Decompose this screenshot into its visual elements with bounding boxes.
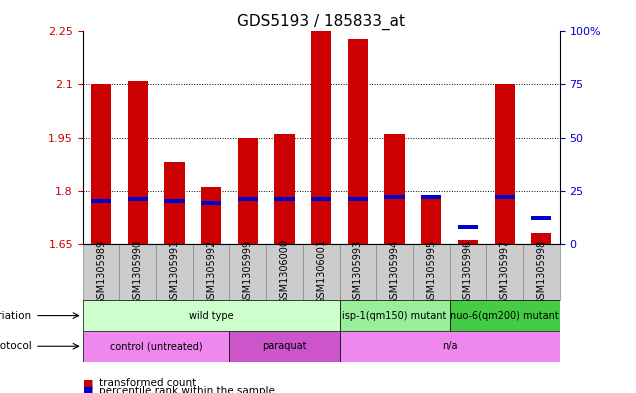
Bar xyxy=(377,244,413,300)
Bar xyxy=(340,331,560,362)
Text: GSM1305994: GSM1305994 xyxy=(390,239,399,305)
Bar xyxy=(83,331,230,362)
Bar xyxy=(164,199,184,203)
Bar xyxy=(340,244,377,300)
Bar xyxy=(495,195,515,199)
Bar xyxy=(531,216,551,220)
Text: protocol: protocol xyxy=(0,341,31,351)
Text: wild type: wild type xyxy=(189,310,233,321)
Text: GSM1305989: GSM1305989 xyxy=(96,239,106,305)
Text: control (untreated): control (untreated) xyxy=(110,341,202,351)
Text: isp-1(qm150) mutant: isp-1(qm150) mutant xyxy=(342,310,446,321)
Bar xyxy=(413,244,450,300)
Text: GSM1306000: GSM1306000 xyxy=(279,239,289,305)
Bar xyxy=(238,138,258,244)
Bar xyxy=(201,187,221,244)
Bar xyxy=(201,202,221,205)
Bar xyxy=(164,162,184,244)
Bar xyxy=(531,233,551,244)
Bar xyxy=(450,300,560,331)
Text: GSM1306001: GSM1306001 xyxy=(316,239,326,305)
Bar xyxy=(450,244,487,300)
Text: GSM1305995: GSM1305995 xyxy=(426,239,436,305)
Bar xyxy=(458,225,478,229)
Bar xyxy=(340,300,450,331)
Text: n/a: n/a xyxy=(442,341,457,351)
Bar xyxy=(385,134,404,244)
Text: GSM1305996: GSM1305996 xyxy=(463,239,473,305)
Bar xyxy=(83,300,340,331)
Bar xyxy=(495,84,515,244)
Bar xyxy=(193,244,230,300)
Text: paraquat: paraquat xyxy=(262,341,307,351)
Text: GSM1305991: GSM1305991 xyxy=(169,239,179,305)
Bar xyxy=(230,244,266,300)
Bar xyxy=(487,244,523,300)
Bar xyxy=(120,244,156,300)
Bar xyxy=(421,195,441,199)
Title: GDS5193 / 185833_at: GDS5193 / 185833_at xyxy=(237,14,405,30)
Bar xyxy=(266,244,303,300)
Text: genotype/variation: genotype/variation xyxy=(0,310,31,321)
Bar xyxy=(128,81,148,244)
Text: ■: ■ xyxy=(83,386,93,393)
Text: GSM1305997: GSM1305997 xyxy=(500,239,509,305)
Bar xyxy=(311,31,331,244)
Text: GSM1305990: GSM1305990 xyxy=(133,239,142,305)
Bar xyxy=(421,198,441,244)
Bar xyxy=(230,331,340,362)
Bar xyxy=(156,244,193,300)
Bar xyxy=(274,197,294,201)
Text: GSM1305998: GSM1305998 xyxy=(536,239,546,305)
Bar xyxy=(311,197,331,201)
Text: nuo-6(qm200) mutant: nuo-6(qm200) mutant xyxy=(450,310,559,321)
Text: transformed count: transformed count xyxy=(99,378,196,388)
Bar xyxy=(348,197,368,201)
Bar xyxy=(385,195,404,199)
Text: GSM1305999: GSM1305999 xyxy=(243,239,252,305)
Text: percentile rank within the sample: percentile rank within the sample xyxy=(99,386,275,393)
Bar xyxy=(274,134,294,244)
Bar xyxy=(91,84,111,244)
Text: GSM1305993: GSM1305993 xyxy=(353,239,363,305)
Text: GSM1305992: GSM1305992 xyxy=(206,239,216,305)
Bar xyxy=(303,244,340,300)
Bar xyxy=(91,199,111,203)
Bar xyxy=(523,244,560,300)
Bar xyxy=(128,197,148,201)
Text: ■: ■ xyxy=(83,378,93,388)
Bar xyxy=(458,240,478,244)
Bar xyxy=(348,39,368,244)
Bar xyxy=(83,244,120,300)
Bar xyxy=(238,197,258,201)
